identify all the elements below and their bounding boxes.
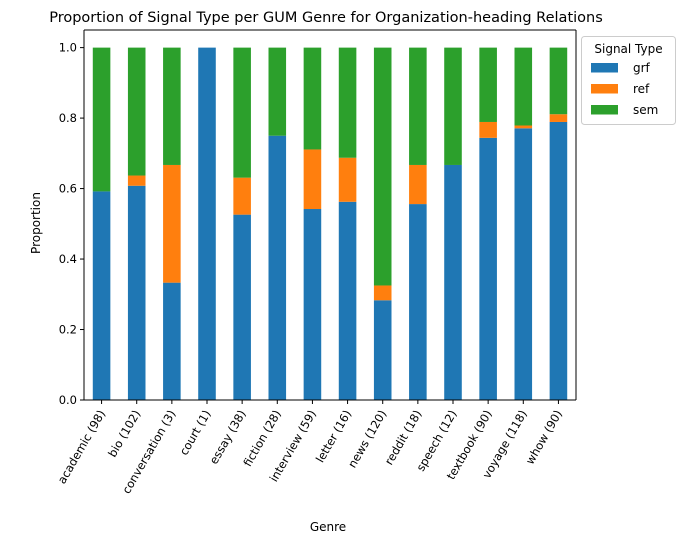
y-axis-label: Proportion <box>29 192 43 254</box>
bar-segment-sem <box>549 47 568 115</box>
x-tick-label: academic (98) <box>55 408 109 487</box>
legend-label-sem: sem <box>633 103 658 117</box>
bar-segment-sem <box>479 47 497 122</box>
bar-segment-ref <box>549 114 568 122</box>
bar-segment-sem <box>373 47 392 286</box>
legend-frame <box>581 36 676 125</box>
bar-segment-sem <box>338 47 357 158</box>
x-tick-label: bio (102) <box>105 408 143 460</box>
y-tick-label: 1.0 <box>59 41 77 55</box>
chart-title: Proportion of Signal Type per GUM Genre … <box>49 10 603 26</box>
legend-items: grf ref sem <box>591 61 658 117</box>
bar-segment-sem <box>514 47 533 126</box>
bar-segment-ref <box>338 157 357 202</box>
bar-segment-grf <box>373 300 392 400</box>
y-tick-label: 0.6 <box>59 182 77 196</box>
bar-segment-grf <box>303 209 322 400</box>
bar-segment-sem <box>127 47 146 176</box>
bar-segment-ref <box>303 149 322 210</box>
bar-segment-sem <box>233 47 251 178</box>
bars-layer <box>92 47 568 401</box>
x-tick-label: whow (90) <box>523 408 565 467</box>
bar-segment-grf <box>268 135 287 400</box>
bar-segment-ref <box>373 285 392 301</box>
legend-swatch-sem <box>591 105 618 115</box>
legend-swatch-grf <box>591 63 618 73</box>
x-axis-label: Genre <box>310 520 346 534</box>
bar-segment-ref <box>233 177 251 215</box>
legend-label-ref: ref <box>633 82 650 96</box>
bar-segment-grf <box>549 121 568 400</box>
bar-segment-sem <box>92 47 111 192</box>
bar-segment-grf <box>233 214 251 400</box>
bar-segment-grf <box>479 137 497 401</box>
bar-segment-grf <box>163 282 181 400</box>
bar-segment-sem <box>268 47 287 136</box>
bar-segment-ref <box>514 125 533 129</box>
legend: Signal Type grf ref sem <box>581 36 676 125</box>
y-tick-label: 0.2 <box>59 323 77 337</box>
bar-segment-grf <box>444 164 462 400</box>
bar-segment-grf <box>409 204 427 400</box>
bar-segment-sem <box>303 47 322 150</box>
y-tick-label: 0.8 <box>59 111 77 125</box>
bar-segment-ref <box>163 164 181 283</box>
bar-segment-ref <box>127 175 146 186</box>
bar-segment-sem <box>409 47 427 165</box>
bar-segment-grf <box>92 191 111 400</box>
bar-segment-sem <box>444 47 462 165</box>
y-tick-label: 0.4 <box>59 252 77 266</box>
bar-segment-ref <box>479 121 497 138</box>
bar-segment-grf <box>514 128 533 401</box>
y-tick-label: 0.0 <box>59 393 77 407</box>
bar-segment-sem <box>163 47 181 165</box>
legend-swatch-ref <box>591 84 618 94</box>
legend-title: Signal Type <box>594 42 662 56</box>
bar-segment-ref <box>409 164 427 205</box>
bar-segment-grf <box>198 47 216 400</box>
bar-segment-grf <box>338 201 357 400</box>
legend-label-grf: grf <box>633 61 651 75</box>
bar-segment-grf <box>127 185 146 400</box>
x-tick-label: court (1) <box>177 408 214 458</box>
